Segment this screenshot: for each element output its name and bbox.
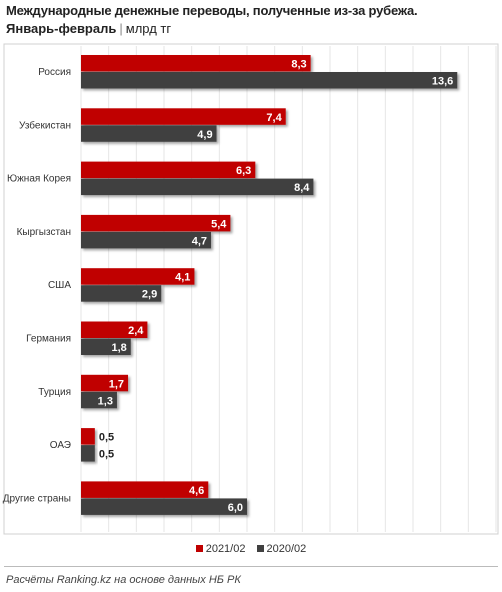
source-note: Расчёты Ranking.kz на основе данных НБ Р… [6,574,241,586]
legend-label-2020: 2020/02 [266,543,307,555]
bar [81,214,231,232]
data-label: 4,7 [192,235,207,247]
category-label: Узбекистан [19,119,71,131]
category-label: Кыргызстан [17,227,71,238]
data-label: 8,4 [294,182,310,194]
data-label: 1,8 [112,342,127,354]
chart-title: Международные денежные переводы, получен… [6,3,418,18]
legend-swatch-2020 [256,545,264,552]
chart-subtitle: Январь-февраль | млрд тг [6,21,171,36]
bar [81,428,95,445]
bar [81,391,117,409]
data-label: 1,3 [98,395,113,407]
data-label: 4,1 [175,272,190,284]
category-label: Другие страны [3,493,71,504]
bar [81,285,162,302]
bar [81,268,195,285]
value-labels: 8,3 13,6 7,4 4,9 6,3 8,4 5,4 4,7 4,1 2,9 2,41,8 1,7… [98,59,454,514]
bar [81,338,131,355]
subtitle-separator: | [119,21,123,36]
legend-item-2021: 2021/02 [195,543,246,555]
bar [81,178,314,196]
category-label: Россия [38,67,71,78]
category-label: США [48,280,71,291]
category-label: Германия [26,334,71,345]
bar [81,445,95,462]
data-label: 6,3 [236,165,251,177]
data-label: 4,6 [189,485,204,497]
data-label: 1,7 [109,378,124,390]
legend-label-2021: 2021/02 [205,543,246,555]
bar [81,125,217,142]
bars [81,55,458,515]
legend-swatch-2021 [195,545,203,552]
bar [81,55,311,72]
bar [81,231,212,249]
unit-label: млрд тг [125,21,172,36]
data-label: 0,5 [99,449,114,461]
bar [81,321,148,338]
data-label: 5,4 [211,218,227,230]
data-label: 2,4 [128,325,144,337]
bar [81,374,129,392]
data-label: 13,6 [432,76,453,88]
footer-divider [4,566,498,567]
category-label: Турция [38,387,71,398]
bar [81,498,247,515]
data-label: 6,0 [228,502,243,514]
legend: 2021/02 2020/02 [0,543,502,555]
category-labels: Россия Узбекистан Южная Корея Кыргызстан США… [3,67,72,504]
data-label: 2,9 [142,289,157,301]
data-label: 0,5 [99,432,114,444]
category-label: ОАЭ [50,440,71,451]
bar [81,481,209,498]
bar [81,108,286,125]
bar [81,161,256,179]
bar [81,72,458,89]
category-label: Южная Корея [7,174,71,185]
data-label: 4,9 [197,129,212,141]
period-label: Январь-февраль [6,21,117,36]
data-label: 7,4 [266,112,282,124]
legend-item-2020: 2020/02 [256,543,307,555]
data-label: 8,3 [291,59,306,71]
